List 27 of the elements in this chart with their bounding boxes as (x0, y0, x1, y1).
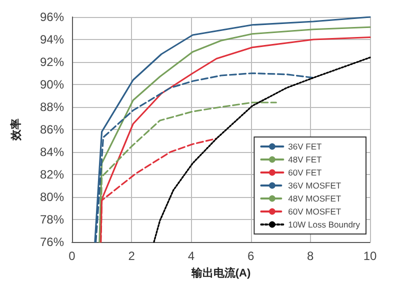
y-tick-label: 82% (40, 168, 64, 182)
x-tick-label: 4 (188, 249, 195, 263)
x-tick-label: 0 (68, 249, 76, 263)
y-axis-title: 效率 (10, 118, 22, 142)
y-tick-label: 84% (40, 145, 64, 159)
legend-label: 48V FET (288, 154, 322, 164)
y-tick-label: 88% (40, 100, 64, 114)
x-axis-title: 输出电流(A) (190, 266, 251, 280)
legend-label: 10W Loss Boundry (288, 220, 361, 230)
y-tick-label: 86% (40, 122, 64, 136)
y-tick-label: 78% (40, 212, 64, 226)
legend-label: 60V FET (288, 168, 322, 178)
y-tick-label: 94% (40, 32, 64, 46)
x-tick-label: 8 (307, 249, 314, 263)
y-tick-label: 76% (40, 235, 64, 249)
x-tick-label: 2 (128, 249, 136, 263)
y-tick-label: 96% (40, 10, 64, 24)
legend-label: 36V FET (288, 142, 322, 152)
legend-label: 48V MOSFET (288, 194, 342, 204)
x-tick-label: 10 (363, 249, 377, 263)
y-tick-label: 80% (40, 190, 64, 204)
y-tick-label: 92% (40, 55, 64, 69)
x-tick-label: 6 (247, 249, 254, 263)
legend-label: 60V MOSFET (288, 206, 342, 216)
y-tick-label: 90% (40, 78, 64, 92)
line-series (153, 56, 371, 243)
legend-label: 36V MOSFET (288, 180, 342, 190)
